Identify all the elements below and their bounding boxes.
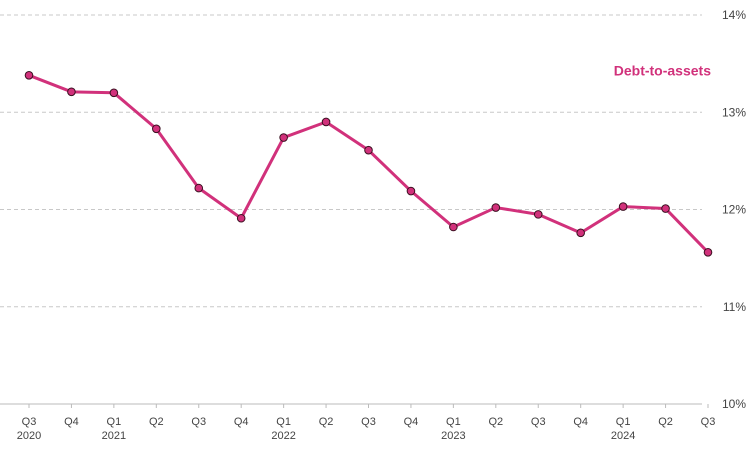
- x-tick-label: Q3: [22, 416, 37, 428]
- data-point: [194, 183, 204, 193]
- x-tick-label: Q2: [149, 416, 164, 428]
- x-tick-label: Q1: [107, 416, 122, 428]
- data-point: [364, 145, 373, 155]
- x-tick-label: Q4: [573, 416, 588, 428]
- x-tick-label: Q3: [531, 416, 546, 428]
- x-tick-label: Q4: [404, 416, 419, 428]
- y-tick-label: 11%: [723, 300, 746, 314]
- x-tick-label: Q3: [361, 416, 376, 428]
- x-tick-label: Q1: [616, 416, 631, 428]
- data-point: [661, 204, 670, 213]
- y-tick-label: 12%: [722, 203, 746, 217]
- data-point: [406, 186, 416, 196]
- x-year-label: 2024: [611, 430, 635, 442]
- data-point: [576, 228, 585, 238]
- x-tick-label: Q3: [191, 416, 206, 428]
- x-tick-label: Q4: [64, 416, 79, 428]
- data-point: [321, 117, 331, 127]
- data-point: [618, 202, 628, 211]
- x-year-label: 2023: [441, 430, 465, 442]
- x-year-label: 2020: [17, 430, 41, 442]
- series-label: Debt-to-assets: [614, 63, 711, 79]
- data-point: [703, 247, 713, 257]
- x-tick-label: Q2: [658, 416, 673, 428]
- series-line: [28, 73, 710, 254]
- data-point: [24, 70, 34, 80]
- data-point: [491, 203, 501, 212]
- x-tick-label: Q2: [488, 416, 503, 428]
- x-year-label: 2022: [271, 430, 295, 442]
- y-tick-label: 13%: [722, 105, 746, 119]
- data-point: [67, 87, 76, 97]
- x-tick-label: Q1: [276, 416, 291, 428]
- x-tick-label: Q4: [234, 416, 249, 428]
- data-point: [533, 210, 543, 219]
- data-point: [152, 124, 161, 134]
- data-point: [449, 222, 458, 232]
- data-point: [279, 133, 288, 142]
- y-tick-label: 10%: [722, 397, 746, 411]
- y-tick-label: 14%: [722, 8, 746, 22]
- data-point: [109, 88, 119, 98]
- x-tick-label: Q3: [701, 416, 716, 428]
- x-year-label: 2021: [102, 430, 126, 442]
- x-tick-label: Q1: [446, 416, 461, 428]
- data-point: [236, 213, 246, 223]
- x-tick-label: Q2: [319, 416, 334, 428]
